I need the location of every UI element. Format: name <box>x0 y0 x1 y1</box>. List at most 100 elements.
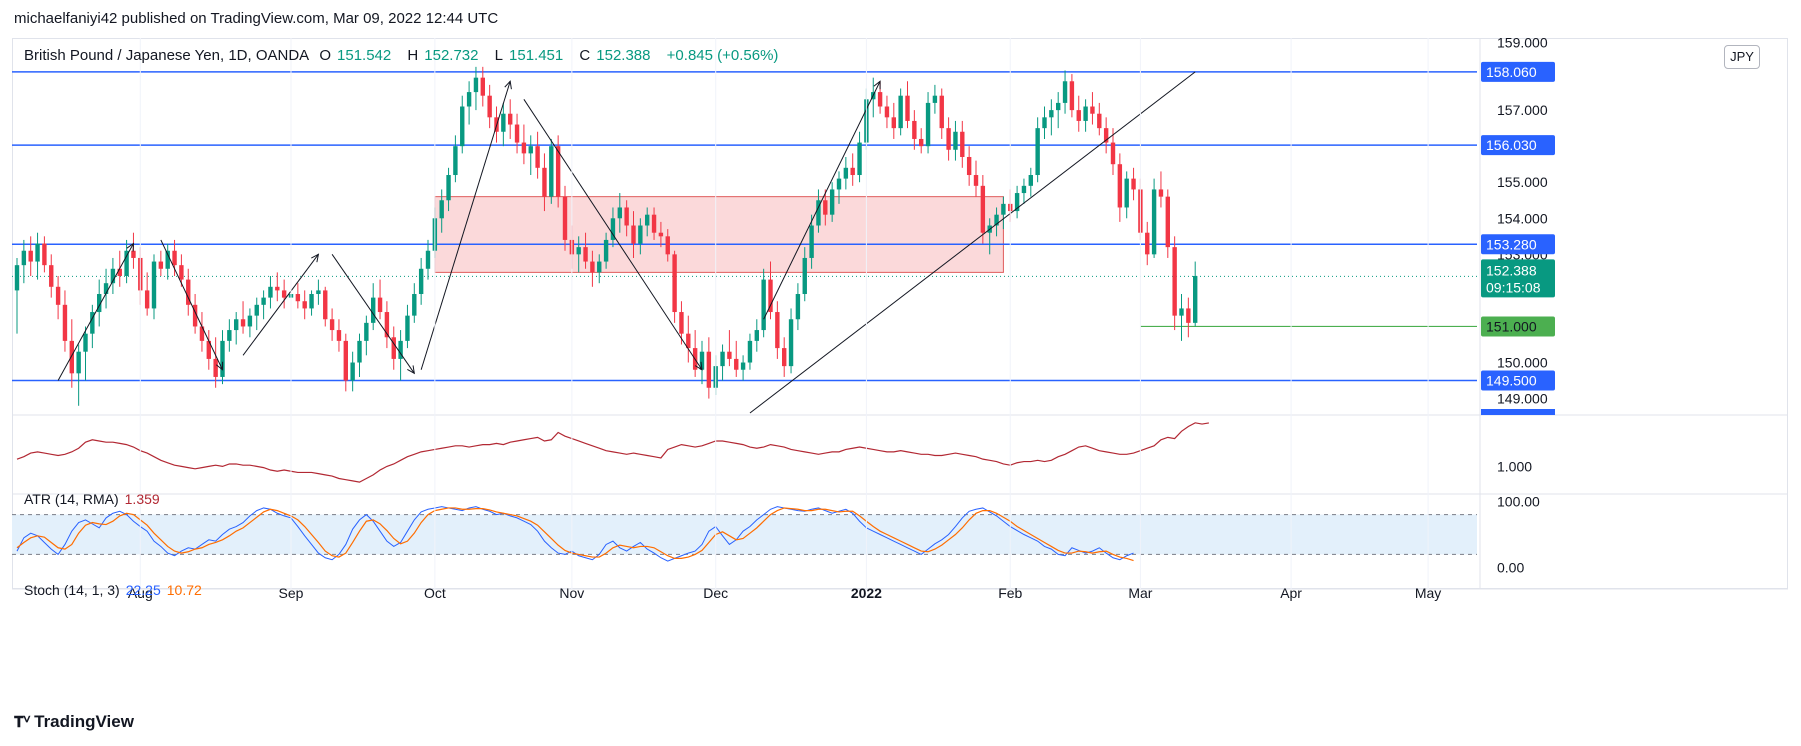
level-price-label: 149.500 <box>1486 373 1537 389</box>
candle-body <box>281 290 287 298</box>
arrow-head <box>407 365 415 375</box>
candle-body <box>398 340 403 359</box>
candle-body <box>966 156 972 176</box>
candle-body <box>124 250 129 276</box>
candle-body <box>699 351 705 370</box>
stoch-k-value: 22.25 <box>125 582 161 598</box>
candle-body <box>1151 189 1157 255</box>
candle-body <box>62 304 68 341</box>
candle-body <box>103 283 109 295</box>
candle-body <box>1001 203 1006 215</box>
candle-body <box>734 358 739 370</box>
candle-body <box>144 290 150 309</box>
candle-body <box>624 207 629 226</box>
time-tick-label: Mar <box>1128 585 1152 601</box>
candle-body <box>535 146 540 168</box>
level-price-tag <box>1481 234 1555 255</box>
candle-body <box>514 124 520 143</box>
candle-body <box>165 250 170 269</box>
candle-body <box>1062 81 1068 103</box>
currency-button[interactable]: JPY <box>1724 45 1760 69</box>
candle-body <box>69 340 74 374</box>
candle-body <box>234 319 239 331</box>
candle-body <box>898 95 903 129</box>
candle-body <box>747 340 753 363</box>
candle-body <box>829 189 835 215</box>
candle-body <box>912 120 917 139</box>
candle-body <box>1124 178 1129 208</box>
candle-body <box>1179 308 1184 316</box>
price-tick-label: 149.000 <box>1497 391 1548 407</box>
candle-body <box>1083 106 1088 121</box>
candle-body <box>254 304 259 316</box>
candle-body <box>610 218 616 240</box>
candle-body <box>788 319 794 367</box>
atr-tick-label: 1.000 <box>1497 458 1532 474</box>
candle-body <box>576 247 581 255</box>
price-tick-label: 155.000 <box>1497 174 1548 190</box>
candle-body <box>83 333 88 352</box>
time-tick-label: May <box>1415 585 1441 601</box>
atr-value: 1.359 <box>124 491 160 507</box>
level-price-label: 156.030 <box>1486 137 1537 153</box>
candle-body <box>638 225 643 244</box>
arrow-line <box>763 81 881 320</box>
symbol-name: British Pound / Japanese Yen, 1D, OANDA <box>24 47 310 64</box>
arrow-head <box>215 361 224 371</box>
chart-svg[interactable]: 150.000149.000153.000154.000155.000157.0… <box>12 38 1788 700</box>
candle-body <box>706 351 712 388</box>
publisher-line: michaelfaniyi42 published on TradingView… <box>14 10 499 27</box>
candle-body <box>309 294 314 309</box>
candle-body <box>199 326 205 341</box>
candle-body <box>1097 113 1102 129</box>
candle-body <box>1056 102 1061 111</box>
candle-body <box>206 340 211 359</box>
candle-body <box>508 113 513 125</box>
candle-body <box>925 102 931 147</box>
candle-body <box>775 312 780 349</box>
candle-body <box>1186 308 1191 323</box>
candle-body <box>371 297 376 323</box>
candle-body <box>316 290 321 295</box>
candle-body <box>377 297 383 313</box>
candle-body <box>932 95 938 103</box>
arrow-line <box>57 243 134 381</box>
current-price-label: 152.388 <box>1486 262 1537 278</box>
candle-body <box>42 243 47 266</box>
candle-body <box>857 142 862 176</box>
close-value: 152.388 <box>596 47 651 64</box>
candle-body <box>850 167 855 176</box>
time-tick-label: 2022 <box>851 585 882 601</box>
symbol-legend: British Pound / Japanese Yen, 1D, OANDA … <box>24 47 779 64</box>
price-tick-label: 159.000 <box>1497 38 1548 50</box>
candle-body <box>679 312 684 334</box>
high-value: 152.732 <box>424 47 479 64</box>
candle-body <box>343 340 348 381</box>
candle-body <box>939 95 944 129</box>
price-tick-label: 157.000 <box>1497 102 1548 118</box>
candle-body <box>473 77 479 93</box>
candle-body <box>754 330 759 341</box>
stoch-d-value: 10.72 <box>166 582 202 598</box>
time-tick-label: Oct <box>424 585 446 601</box>
candle-body <box>329 319 335 331</box>
trendline <box>749 71 1196 414</box>
candle-body <box>227 330 232 341</box>
candle-body <box>192 304 198 327</box>
candle-body <box>836 178 842 190</box>
candle-body <box>220 340 225 377</box>
candle-body <box>877 92 883 107</box>
candle-body <box>720 351 725 367</box>
candle-body <box>247 315 253 327</box>
candle-body <box>597 261 602 273</box>
candle-body <box>418 268 424 295</box>
chart-area[interactable]: 150.000 149.000 153.000 154.000 155.000 157.0… <box>12 38 1788 700</box>
tradingview-logo[interactable]: 𝐓ⱽ TradingView <box>14 712 134 731</box>
candle-body <box>323 290 328 320</box>
candle-body <box>453 146 458 176</box>
candle-body <box>364 322 369 341</box>
candle-body <box>823 200 828 215</box>
candle-body <box>555 146 561 197</box>
candle-body <box>980 185 986 233</box>
stoch-tick-label: 100.00 <box>1497 493 1540 509</box>
